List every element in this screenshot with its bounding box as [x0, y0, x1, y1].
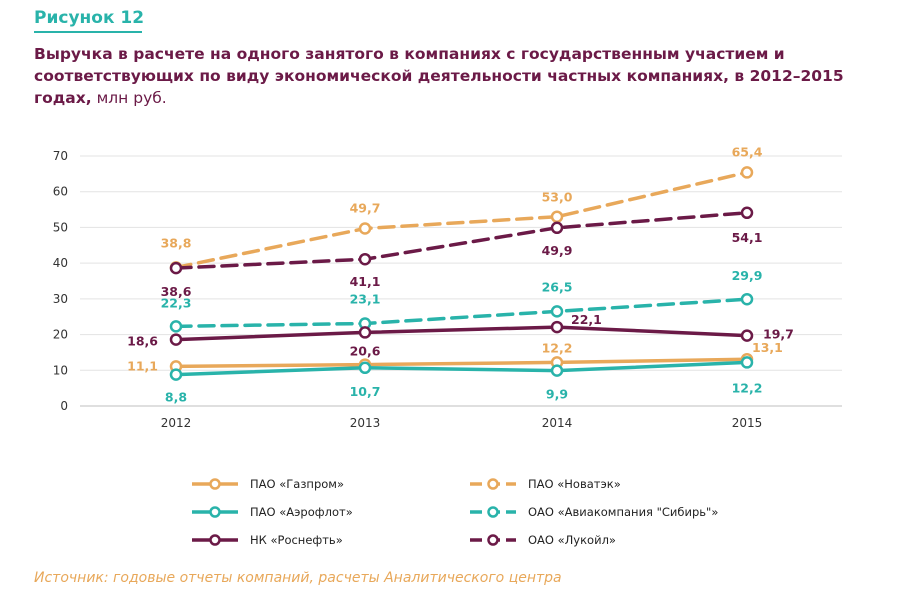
data-label: 12,2	[542, 340, 573, 355]
legend-swatch-marker	[209, 534, 221, 546]
series-line	[174, 170, 749, 270]
legend-label: ПАО «Аэрофлот»	[250, 505, 353, 519]
legend-label: ОАО «Лукойл»	[528, 533, 616, 547]
data-label: 29,9	[732, 268, 763, 283]
data-label: 10,7	[350, 384, 381, 399]
y-tick-label: 20	[53, 328, 68, 342]
series-line	[174, 357, 749, 369]
y-tick-label: 10	[53, 363, 68, 377]
data-label: 11,1	[127, 358, 158, 373]
data-label: 22,3	[161, 295, 192, 310]
y-tick-label: 0	[60, 399, 68, 413]
data-label: 38,6	[161, 284, 192, 299]
data-label: 54,1	[732, 230, 763, 245]
data-label: 38,8	[161, 235, 192, 250]
data-label: 12,2	[732, 380, 763, 395]
data-point	[358, 252, 372, 266]
x-tick-label: 2012	[161, 416, 192, 430]
data-point	[169, 368, 183, 381]
data-point	[358, 361, 372, 375]
series-line	[174, 297, 749, 329]
data-label: 26,5	[542, 279, 573, 294]
series-line	[174, 325, 749, 342]
data-label: 9,9	[546, 387, 568, 402]
data-point	[740, 292, 754, 306]
y-tick-label: 60	[53, 185, 68, 199]
data-point	[550, 305, 564, 318]
data-point	[740, 166, 754, 179]
data-point	[550, 221, 564, 235]
data-label: 23,1	[350, 292, 381, 307]
data-point	[358, 326, 372, 339]
data-point	[169, 320, 183, 333]
data-label: 18,6	[127, 334, 158, 349]
series-line	[174, 360, 749, 377]
legend-label: ПАО «Новатэк»	[528, 477, 621, 491]
data-label: 49,7	[350, 201, 381, 216]
x-tick-label: 2013	[350, 416, 381, 430]
data-label: 20,6	[350, 343, 381, 358]
data-label: 49,9	[542, 243, 573, 258]
data-point	[550, 320, 564, 334]
figure-label: Рисунок 12	[34, 8, 145, 28]
data-point	[740, 356, 754, 369]
legend-swatch-marker	[487, 506, 499, 518]
series-line	[174, 211, 749, 270]
chart-title-unit: млн руб.	[96, 89, 167, 107]
data-point	[740, 206, 754, 220]
legend-label: ПАО «Газпром»	[250, 477, 344, 491]
legend-swatch-marker	[209, 506, 221, 518]
legend-label: ОАО «Авиакомпания "Сибирь"»	[528, 505, 718, 519]
data-point	[740, 329, 754, 342]
data-point	[550, 364, 564, 377]
data-label: 41,1	[350, 274, 381, 289]
source-note: Источник: годовые отчеты компаний, расче…	[34, 570, 562, 586]
data-label: 22,1	[571, 312, 602, 327]
legend-label: НК «Роснефть»	[250, 533, 343, 547]
chart-title: Выручка в расчете на одного занятого в к…	[34, 43, 868, 109]
y-tick-label: 30	[53, 292, 68, 306]
data-point	[358, 222, 372, 235]
data-point	[169, 261, 183, 275]
figure-label-underline	[34, 31, 142, 33]
data-label: 19,7	[763, 327, 794, 342]
y-tick-label: 40	[53, 256, 68, 270]
chart-title-main: Выручка в расчете на одного занятого в к…	[34, 45, 844, 107]
data-point	[550, 210, 564, 223]
legend-swatch-marker	[487, 534, 499, 546]
data-label: 53,0	[542, 190, 573, 205]
data-label: 65,4	[732, 144, 763, 159]
data-point	[169, 333, 183, 346]
legend-swatch-marker	[209, 478, 221, 490]
y-tick-label: 50	[53, 220, 68, 234]
legend-swatch-marker	[487, 478, 499, 490]
y-tick-label: 70	[53, 149, 68, 163]
x-tick-label: 2014	[542, 416, 573, 430]
data-label: 8,8	[165, 390, 187, 405]
data-label: 13,1	[752, 340, 783, 355]
x-tick-label: 2015	[732, 416, 763, 430]
